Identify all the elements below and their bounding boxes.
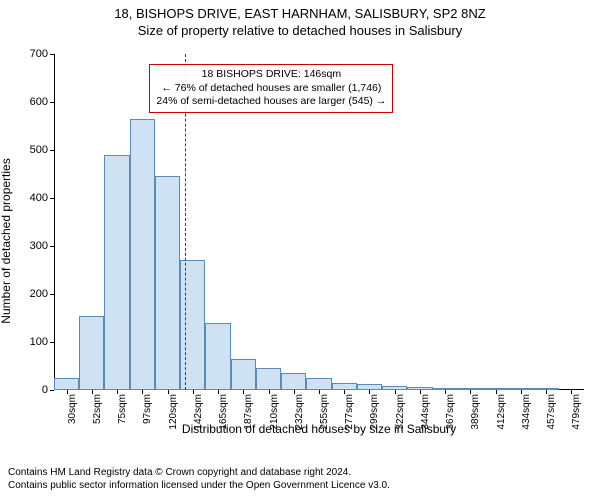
y-tick-label: 200: [30, 288, 48, 300]
histogram-bar: [231, 359, 256, 390]
attribution-footer: Contains HM Land Registry data © Crown c…: [0, 460, 600, 500]
x-tick-mark: [395, 390, 396, 394]
y-axis-label: Number of detached properties: [0, 158, 13, 323]
x-tick-mark: [369, 390, 370, 394]
info-callout: 18 BISHOPS DRIVE: 146sqm← 76% of detache…: [149, 64, 393, 113]
y-tick-mark: [50, 198, 54, 199]
x-tick-mark: [218, 390, 219, 394]
y-tick-mark: [50, 342, 54, 343]
y-axis-line: [54, 54, 55, 390]
x-tick-mark: [420, 390, 421, 394]
histogram-bar: [205, 323, 230, 390]
y-tick-label: 700: [30, 48, 48, 60]
y-tick-mark: [50, 54, 54, 55]
x-tick-mark: [67, 390, 68, 394]
y-tick-label: 400: [30, 192, 48, 204]
x-tick-mark: [496, 390, 497, 394]
y-tick-mark: [50, 294, 54, 295]
y-tick-mark: [50, 150, 54, 151]
x-tick-label: 75sqm: [117, 394, 128, 424]
y-tick-label: 600: [30, 96, 48, 108]
info-callout-line: 24% of semi-detached houses are larger (…: [156, 95, 386, 109]
attribution-line-2: Contains public sector information licen…: [8, 479, 592, 492]
x-tick-mark: [193, 390, 194, 394]
x-tick-mark: [92, 390, 93, 394]
y-tick-mark: [50, 246, 54, 247]
plot-area: 010020030040050060070030sqm52sqm75sqm97s…: [54, 54, 584, 390]
y-tick-label: 0: [42, 384, 48, 396]
info-callout-line: ← 76% of detached houses are smaller (1,…: [156, 82, 386, 96]
x-tick-mark: [344, 390, 345, 394]
histogram-bar: [256, 368, 281, 390]
x-tick-label: 52sqm: [92, 394, 103, 424]
histogram-bar: [281, 373, 306, 390]
histogram-bar: [79, 316, 104, 390]
x-tick-mark: [243, 390, 244, 394]
x-tick-mark: [142, 390, 143, 394]
y-tick-mark: [50, 390, 54, 391]
histogram-bar: [104, 155, 129, 390]
x-tick-label: 97sqm: [142, 394, 153, 424]
histogram-bar: [332, 383, 357, 390]
x-tick-mark: [470, 390, 471, 394]
x-tick-mark: [319, 390, 320, 394]
histogram-bar: [54, 378, 79, 390]
y-tick-label: 300: [30, 240, 48, 252]
x-tick-mark: [546, 390, 547, 394]
histogram-bar: [306, 378, 331, 390]
page-title-address: 18, BISHOPS DRIVE, EAST HARNHAM, SALISBU…: [0, 6, 600, 21]
x-tick-mark: [445, 390, 446, 394]
attribution-line-1: Contains HM Land Registry data © Crown c…: [8, 466, 592, 479]
x-tick-mark: [117, 390, 118, 394]
histogram-bar: [155, 176, 180, 390]
x-tick-mark: [269, 390, 270, 394]
histogram-bar: [130, 119, 155, 390]
x-axis-label: Distribution of detached houses by size …: [54, 422, 584, 436]
x-tick-mark: [521, 390, 522, 394]
x-tick-mark: [571, 390, 572, 394]
x-tick-label: 30sqm: [67, 394, 78, 424]
y-tick-mark: [50, 102, 54, 103]
page-subtitle: Size of property relative to detached ho…: [0, 23, 600, 38]
x-tick-mark: [168, 390, 169, 394]
y-tick-label: 500: [30, 144, 48, 156]
x-tick-mark: [294, 390, 295, 394]
y-tick-label: 100: [30, 336, 48, 348]
info-callout-line: 18 BISHOPS DRIVE: 146sqm: [156, 68, 386, 82]
chart-container: Number of detached properties 0100200300…: [0, 44, 600, 438]
